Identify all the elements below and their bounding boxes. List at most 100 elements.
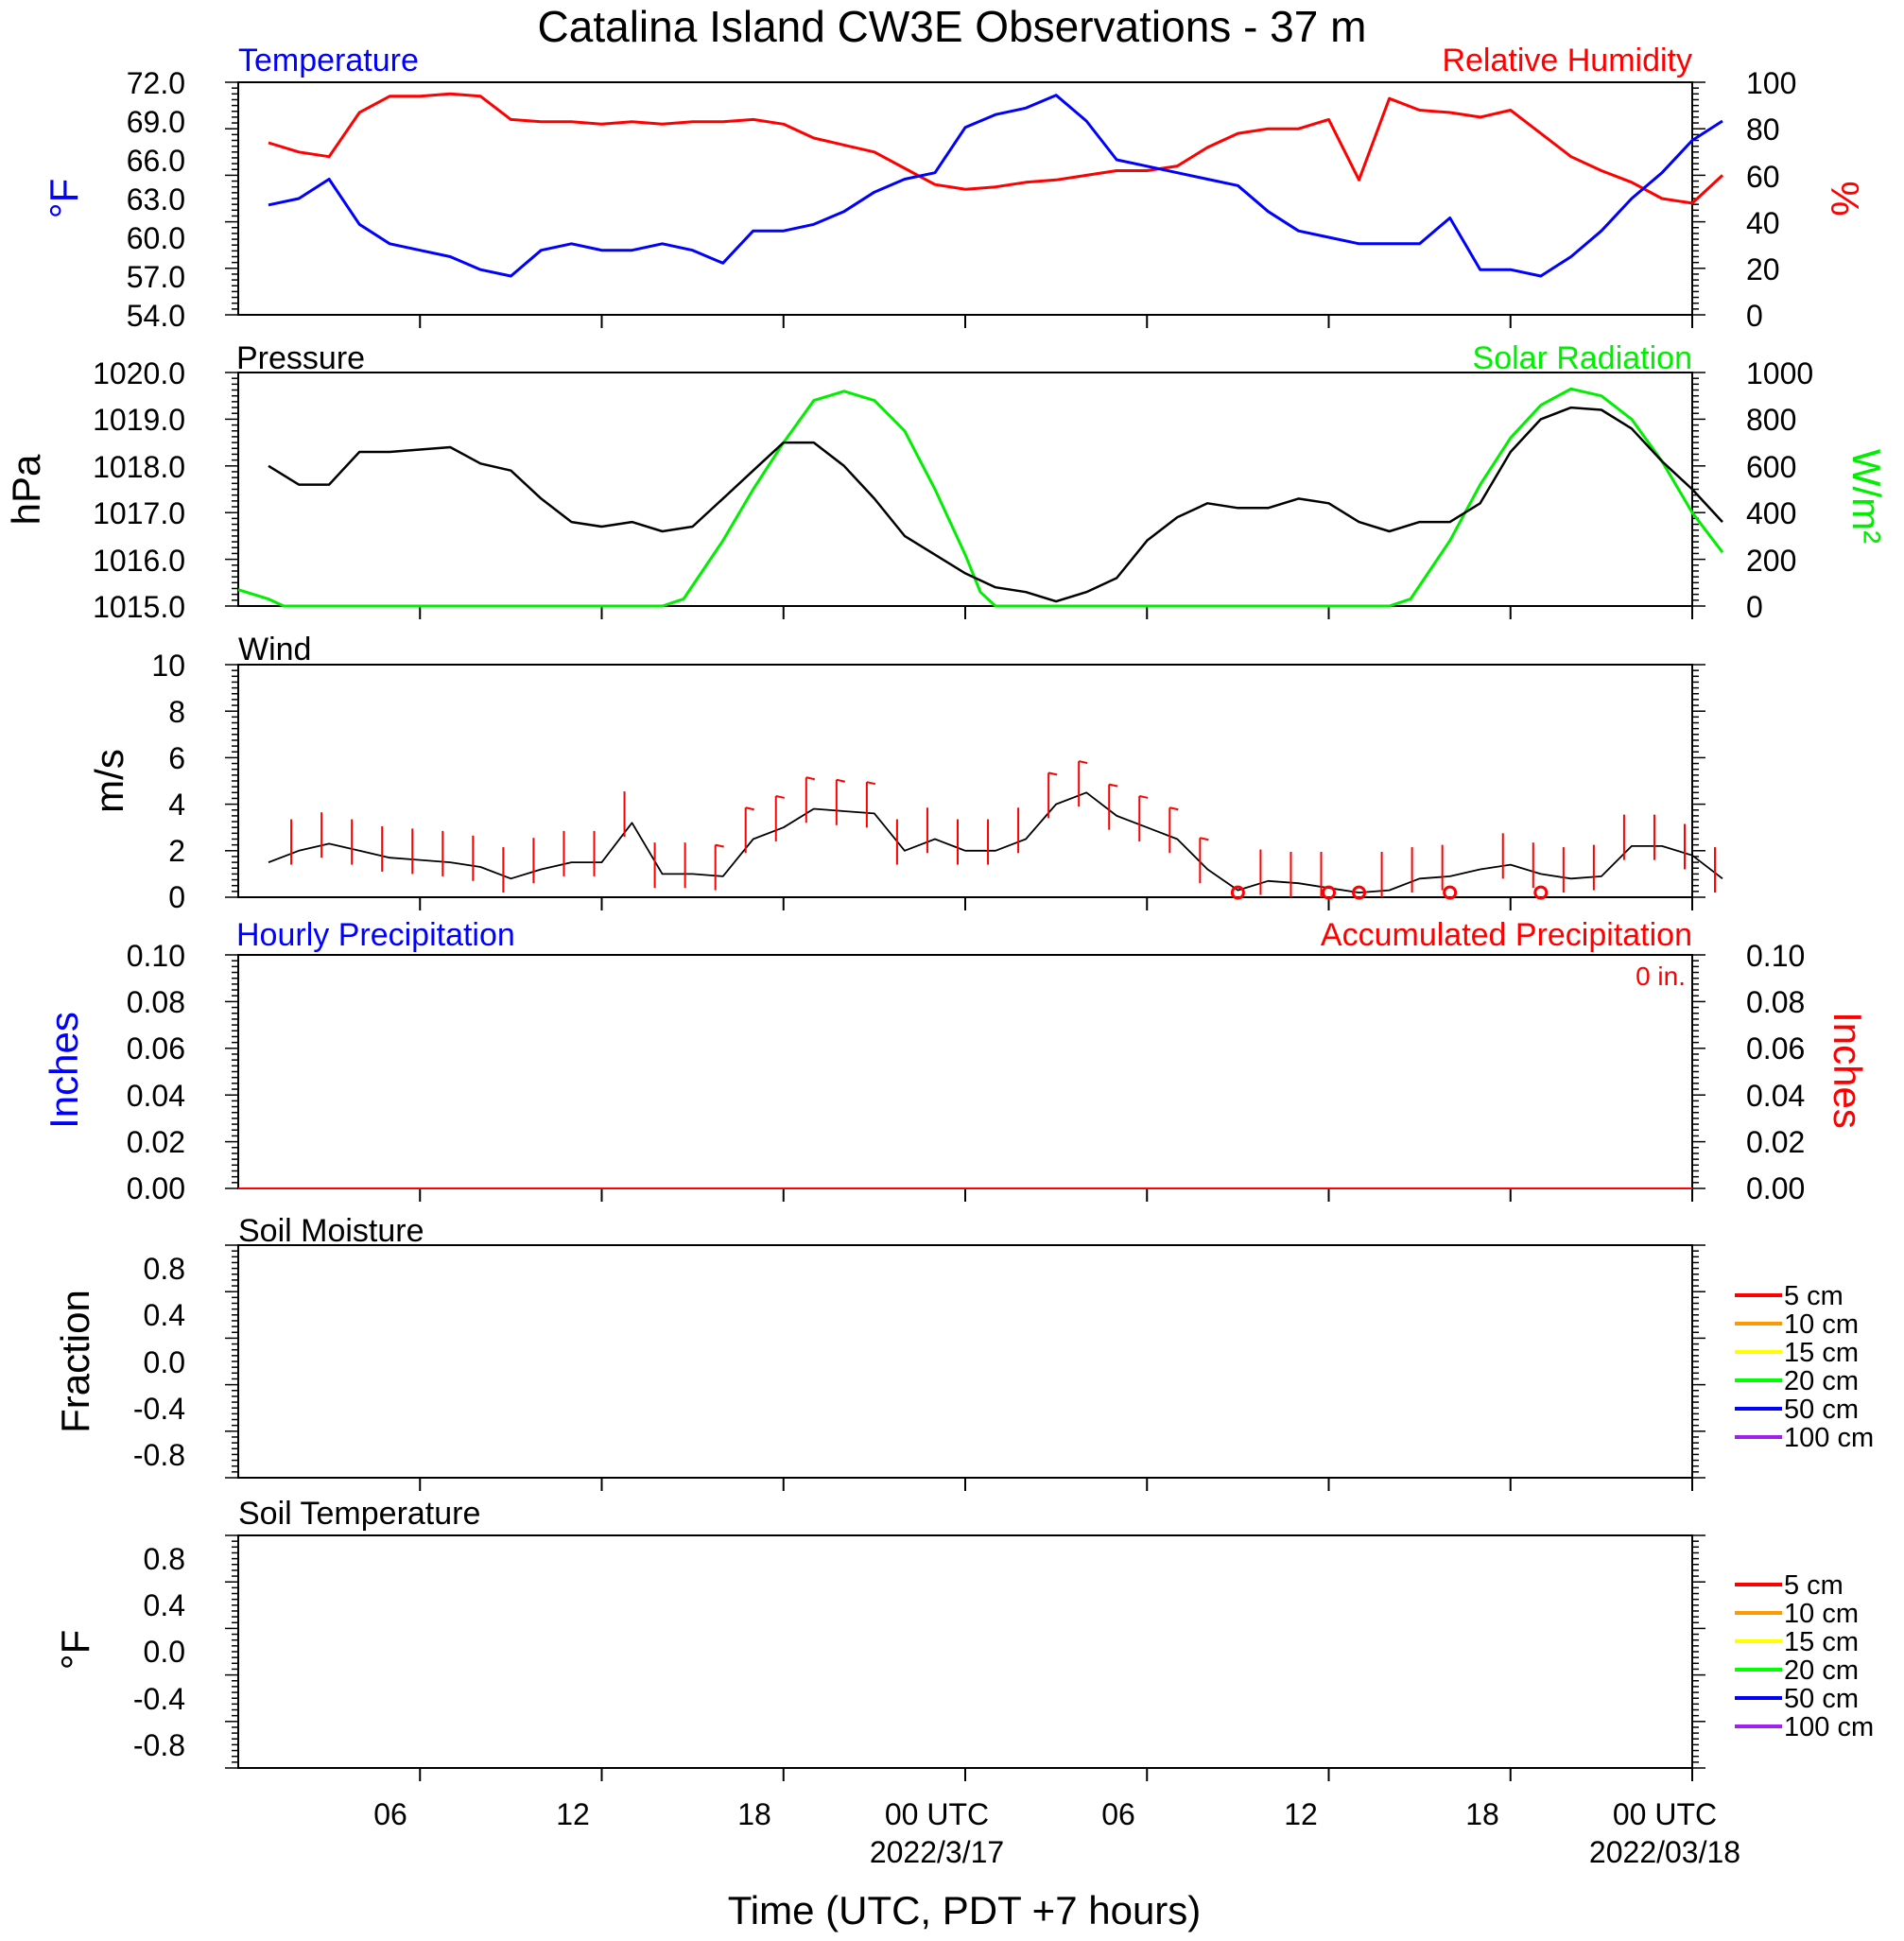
temp-ytick: 66.0: [127, 144, 185, 178]
rh-yticks: 100 80 60 40 20 0: [1746, 66, 1796, 333]
soil-moisture-ytick: 0.0: [144, 1345, 185, 1379]
precip-ytick: 0.06: [1746, 1031, 1805, 1066]
panel-soil-temperature: Soil Temperature °F 0.8 0.4 0.0 -0.4 -0.…: [53, 1496, 1874, 1769]
solar-ylabel: W/m²: [1844, 449, 1889, 544]
temperature-line: [268, 94, 1723, 278]
wind-ytick: 6: [168, 741, 185, 775]
precip-ytick: 0.10: [1746, 939, 1805, 973]
legend-label: 5 cm: [1784, 1570, 1843, 1601]
soil-moisture-yticks: 0.8 0.4 0.0 -0.4 -0.8: [133, 1252, 185, 1472]
precip-left-ylabel: Inches: [42, 1012, 86, 1129]
pressure-ylabel: hPa: [4, 454, 48, 525]
pressure-ytick: 1019.0: [93, 403, 185, 437]
wind-ytick: 10: [151, 649, 185, 683]
wind-barb-flag: [775, 794, 785, 799]
legend-label: 20 cm: [1784, 1655, 1859, 1686]
soil-temperature-ylabel: °F: [53, 1630, 97, 1670]
rh-ylabel: %: [1823, 181, 1867, 216]
solar-ytick: 800: [1746, 403, 1796, 437]
solar-ytick: 200: [1746, 544, 1796, 578]
solar-yticks: 1000 800 600 400 200 0: [1746, 356, 1813, 624]
wind-barb-flag: [715, 843, 724, 848]
date-label: 2022/03/18: [1589, 1835, 1740, 1869]
time-axis-labels: 06 12 18 00 UTC 06 12 18 00 UTC 2022/3/1…: [373, 1797, 1740, 1932]
pressure-ytick: 1016.0: [93, 544, 185, 578]
precip-ytick: 0.00: [1746, 1171, 1805, 1205]
precip-ytick: 0.04: [1746, 1079, 1805, 1113]
pressure-ytick: 1018.0: [93, 450, 185, 484]
precip-ytick: 0.08: [1746, 985, 1805, 1019]
soil-temperature-ytick: 0.4: [144, 1588, 185, 1622]
soil-temperature-yticks: 0.8 0.4 0.0 -0.4 -0.8: [133, 1542, 185, 1762]
soil-temperature-ytick: -0.4: [133, 1682, 185, 1716]
temp-ytick: 57.0: [127, 260, 185, 294]
solar-radiation-line: [237, 387, 1724, 608]
panel-precip-frame: [237, 954, 1693, 1189]
x-tick-label: 06: [1101, 1797, 1135, 1831]
soil-moisture-legend: 5 cm 10 cm 15 cm 20 cm 50 cm 100 cm: [1735, 1281, 1874, 1453]
pressure-ytick: 1020.0: [93, 356, 185, 390]
x-tick-label: 18: [1465, 1797, 1499, 1831]
legend-label: 100 cm: [1784, 1423, 1874, 1453]
solar-ytick: 1000: [1746, 356, 1813, 390]
temp-ytick: 69.0: [127, 105, 185, 139]
panel-wind-frame: [237, 664, 1693, 898]
calm-wind-circle: [1533, 885, 1549, 900]
soil-temperature-ytick: 0.8: [144, 1542, 185, 1576]
precip-ytick: 0.06: [127, 1031, 185, 1066]
legend-label: 100 cm: [1784, 1712, 1874, 1742]
temp-ytick: 54.0: [127, 299, 185, 333]
precip-ytick: 0.10: [127, 939, 185, 973]
wind-yticks: 10 8 6 4 2 0: [151, 649, 185, 914]
precip-left-yticks: 0.10 0.08 0.06 0.04 0.02 0.00: [127, 939, 185, 1205]
precip-ytick: 0.08: [127, 985, 185, 1019]
panel-accum-precip-title: Accumulated Precipitation: [1321, 917, 1692, 953]
calm-wind-circle: [1230, 885, 1245, 900]
figure-title: Catalina Island CW3E Observations - 37 m: [538, 2, 1367, 51]
soil-temperature-ytick: 0.0: [144, 1635, 185, 1669]
panel-pressure-title: Pressure: [236, 340, 365, 376]
rh-line: [268, 92, 1724, 205]
wind-barb-flag: [1169, 806, 1179, 811]
soil-moisture-ytick: -0.4: [133, 1392, 185, 1426]
temp-yticks: 72.0 69.0 66.0 63.0 60.0 57.0 54.0: [127, 66, 185, 333]
accum-precip-annotation: 0 in.: [1636, 962, 1686, 991]
x-tick-label: 00 UTC: [1613, 1797, 1717, 1831]
panel-soil-moisture-frame: [237, 1244, 1693, 1479]
precip-right-ylabel: Inches: [1826, 1012, 1870, 1129]
panel-temp-title: Temperature: [238, 43, 419, 78]
chart-marks: [225, 81, 1724, 1781]
legend-label: 10 cm: [1784, 1599, 1859, 1629]
panel-hourly-precip-title: Hourly Precipitation: [236, 917, 515, 953]
panel-pressure-solar: Pressure Solar Radiation hPa W/m² 1020.0…: [4, 340, 1889, 624]
rh-ytick: 40: [1746, 206, 1780, 240]
legend-label: 50 cm: [1784, 1395, 1859, 1425]
solar-ytick: 600: [1746, 450, 1796, 484]
pressure-ytick: 1015.0: [93, 590, 185, 624]
calm-wind-circle: [1322, 885, 1336, 900]
soil-temperature-ytick: -0.8: [133, 1728, 185, 1762]
wind-ytick: 2: [168, 834, 185, 868]
panel-soil-temperature-title: Soil Temperature: [238, 1496, 480, 1532]
calm-wind-circle: [1352, 885, 1367, 900]
panel-precip: Hourly Precipitation Accumulated Precipi…: [42, 917, 1870, 1205]
soil-moisture-ytick: 0.4: [144, 1298, 185, 1332]
temp-ytick: 63.0: [127, 182, 185, 217]
rh-ytick: 20: [1746, 252, 1780, 286]
panel-wind-title: Wind: [238, 632, 311, 667]
wind-ytick: 0: [168, 880, 185, 914]
x-tick-label: 00 UTC: [885, 1797, 989, 1831]
panel-solar-title: Solar Radiation: [1473, 340, 1692, 376]
soil-moisture-ytick: -0.8: [133, 1438, 185, 1472]
wind-ylabel: m/s: [87, 749, 131, 813]
precip-ytick: 0.02: [1746, 1125, 1805, 1159]
legend-label: 10 cm: [1784, 1309, 1859, 1340]
panel-soil-moisture: Soil Moisture Fraction 0.8 0.4 0.0 -0.4 …: [53, 1213, 1874, 1479]
wind-barb-flag: [1200, 837, 1209, 841]
wind-barb-flag: [1047, 771, 1058, 776]
legend-label: 20 cm: [1784, 1366, 1859, 1396]
x-tick-label: 06: [373, 1797, 407, 1831]
panel-wind: Wind m/s 10 8 6 4 2 0: [87, 632, 1693, 914]
wind-barb-flag: [1078, 760, 1088, 765]
